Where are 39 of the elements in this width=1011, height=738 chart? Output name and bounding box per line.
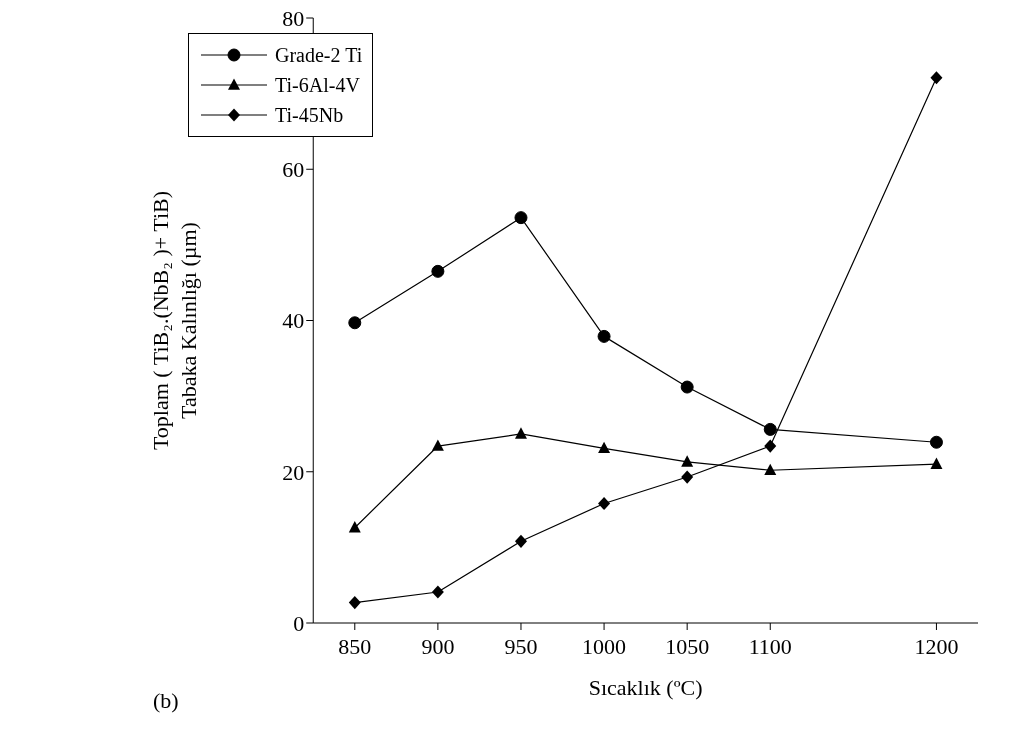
- y-tick-label: 0: [293, 610, 305, 636]
- x-tick-label: 850: [338, 633, 372, 659]
- x-tick-label: 1200: [914, 633, 959, 659]
- point: [680, 380, 694, 394]
- x-tick-label: 1050: [665, 633, 710, 659]
- point: [764, 463, 777, 476]
- text: (b): [153, 688, 179, 714]
- point: [597, 329, 611, 343]
- point: [681, 455, 694, 467]
- y-axis-title: Toplam ( TiB₂.(NbB₂ )+ TiB) Tabaka Kalınlığı (µm): [148, 190, 202, 451]
- point: [764, 439, 777, 453]
- point: [348, 595, 361, 610]
- x-tick-label: 1000: [582, 633, 627, 659]
- x-tick-label: 900: [421, 633, 455, 659]
- point: [763, 422, 777, 436]
- y-tick-label: 20: [282, 459, 305, 485]
- x-axis-title: Sıcaklık (ºC): [588, 675, 703, 700]
- point: [431, 264, 445, 278]
- point: [681, 470, 694, 484]
- legend-label: Ti-6Al-4V: [275, 73, 360, 97]
- point: [514, 534, 527, 548]
- legend-label: Grade-2 Ti: [275, 43, 363, 67]
- point: [598, 496, 611, 511]
- point: [348, 316, 362, 330]
- point: [348, 521, 361, 533]
- point: [431, 585, 444, 599]
- y-tick-label: 60: [282, 157, 305, 183]
- x-tick-label: 1100: [748, 633, 792, 659]
- point: [930, 71, 943, 85]
- point: [598, 441, 611, 454]
- point: [929, 435, 943, 449]
- point: [514, 211, 528, 225]
- point: [431, 439, 444, 451]
- y-tick-label: 40: [282, 308, 305, 334]
- y-tick-label: 80: [282, 5, 305, 31]
- point: [514, 427, 527, 439]
- legend-label: Ti-45Nb: [275, 103, 344, 127]
- x-tick-label: 950: [504, 633, 538, 659]
- point: [930, 457, 943, 469]
